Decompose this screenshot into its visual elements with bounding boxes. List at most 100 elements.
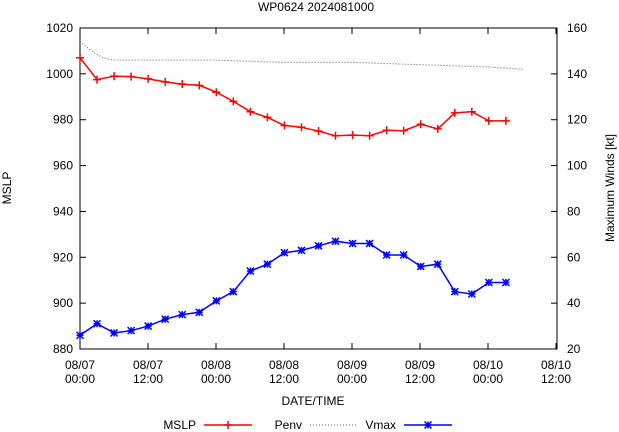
data-point-mslp xyxy=(467,107,476,116)
data-point-vmax xyxy=(127,326,136,335)
data-point-mslp xyxy=(212,88,221,97)
data-point-mslp xyxy=(110,72,119,81)
data-point-mslp xyxy=(246,107,255,116)
chart-title: WP0624 2024081000 xyxy=(258,0,374,14)
x-tick-time: 12:00 xyxy=(541,372,571,386)
legend-label-mslp: MSLP xyxy=(163,418,196,432)
data-point-vmax xyxy=(433,260,442,269)
x-tick-time: 00:00 xyxy=(337,372,367,386)
data-point-vmax xyxy=(450,287,459,296)
data-point-vmax xyxy=(178,310,187,319)
data-point-mslp xyxy=(93,75,102,84)
left-tick-label: 880 xyxy=(53,342,73,356)
data-point-mslp xyxy=(314,127,323,136)
data-point-vmax xyxy=(348,239,357,248)
data-point-mslp xyxy=(501,116,510,125)
data-point-mslp xyxy=(127,72,136,81)
x-tick-date: 08/10 xyxy=(473,358,503,372)
legend-marker-mslp-glyph xyxy=(224,421,232,429)
x-tick-date: 08/10 xyxy=(541,358,571,372)
data-point-vmax xyxy=(314,241,323,250)
data-point-mslp xyxy=(484,116,493,125)
right-tick-label: 140 xyxy=(567,67,587,81)
x-tick-date: 08/07 xyxy=(65,358,95,372)
data-point-mslp xyxy=(76,53,84,62)
right-axis-ticks: 20 40 60 80 100 120 140 160 xyxy=(551,21,587,356)
data-point-mslp xyxy=(280,121,289,130)
data-point-vmax xyxy=(365,239,374,248)
legend-marker-vmax xyxy=(423,420,433,430)
x-tick-time: 00:00 xyxy=(201,372,231,386)
x-tick-time: 12:00 xyxy=(133,372,163,386)
data-point-mslp xyxy=(331,131,340,140)
data-point-vmax xyxy=(416,262,425,271)
x-tick-date: 08/09 xyxy=(405,358,435,372)
data-point-vmax xyxy=(280,248,289,257)
right-tick-label: 40 xyxy=(567,296,581,310)
x-tick-date: 08/08 xyxy=(201,358,231,372)
left-axis-ticks: 880 900 920 940 960 980 1000 1020 xyxy=(46,21,86,356)
data-point-vmax xyxy=(93,319,102,328)
legend: MSLP Penv Vmax xyxy=(163,418,452,432)
data-point-vmax xyxy=(399,250,408,260)
data-point-vmax xyxy=(382,250,391,260)
data-point-vmax xyxy=(484,278,493,287)
data-point-mslp xyxy=(365,131,374,140)
left-tick-label: 940 xyxy=(53,204,73,218)
left-tick-label: 980 xyxy=(53,113,73,127)
y-axis-label-right: Maximum Winds [kt] xyxy=(603,134,617,242)
plot-area xyxy=(79,27,558,350)
left-tick-label: 900 xyxy=(53,296,73,310)
right-tick-label: 20 xyxy=(567,342,581,356)
data-point-vmax xyxy=(212,296,221,305)
x-tick-time: 12:00 xyxy=(269,372,299,386)
data-point-mslp xyxy=(161,77,170,86)
series-line-mslp xyxy=(79,57,506,137)
legend-label-vmax: Vmax xyxy=(365,418,396,432)
data-point-mslp xyxy=(195,81,204,90)
data-point-vmax xyxy=(246,267,255,276)
data-point-mslp xyxy=(433,124,442,133)
y-axis-label-left: MSLP xyxy=(0,172,14,205)
data-point-mslp xyxy=(450,108,459,117)
data-point-vmax xyxy=(110,328,119,337)
data-point-vmax xyxy=(195,308,204,317)
data-point-mslp xyxy=(348,131,357,140)
x-tick-time: 00:00 xyxy=(473,372,503,386)
data-point-vmax xyxy=(144,322,153,331)
left-tick-label: 1000 xyxy=(46,67,73,81)
legend-marker-vmax-glyph xyxy=(423,420,433,430)
series-line-penv xyxy=(79,41,523,70)
data-point-mslp xyxy=(178,80,187,89)
x-axis-label: DATE/TIME xyxy=(281,394,344,408)
data-point-mslp xyxy=(416,120,425,129)
data-point-mslp xyxy=(297,123,306,132)
x-tick-time: 00:00 xyxy=(65,372,95,386)
x-tick-date: 08/08 xyxy=(269,358,299,372)
data-point-vmax xyxy=(263,260,272,269)
legend-label-penv: Penv xyxy=(275,418,302,432)
x-axis-ticks: 08/0700:0008/0712:0008/0800:0008/0812:00… xyxy=(65,28,571,386)
data-point-vmax xyxy=(297,246,306,255)
x-tick-date: 08/07 xyxy=(133,358,163,372)
data-point-mslp xyxy=(382,126,391,135)
right-tick-label: 100 xyxy=(567,159,587,173)
left-tick-label: 960 xyxy=(53,159,73,173)
x-tick-time: 12:00 xyxy=(405,372,435,386)
data-point-mslp xyxy=(229,97,238,106)
right-tick-label: 120 xyxy=(567,113,587,127)
data-point-vmax xyxy=(161,315,170,324)
x-tick-date: 08/09 xyxy=(337,358,367,372)
right-tick-label: 160 xyxy=(567,21,587,35)
right-tick-label: 60 xyxy=(567,250,581,264)
left-tick-label: 920 xyxy=(53,250,73,264)
data-point-vmax xyxy=(501,278,510,287)
data-point-vmax xyxy=(75,331,85,340)
series-layer xyxy=(75,41,523,340)
data-point-vmax xyxy=(467,289,476,299)
series-line-vmax xyxy=(79,240,506,336)
data-point-vmax xyxy=(229,287,238,296)
legend-marker-mslp xyxy=(224,421,232,429)
left-tick-label: 1020 xyxy=(46,21,73,35)
data-point-mslp xyxy=(399,126,408,135)
